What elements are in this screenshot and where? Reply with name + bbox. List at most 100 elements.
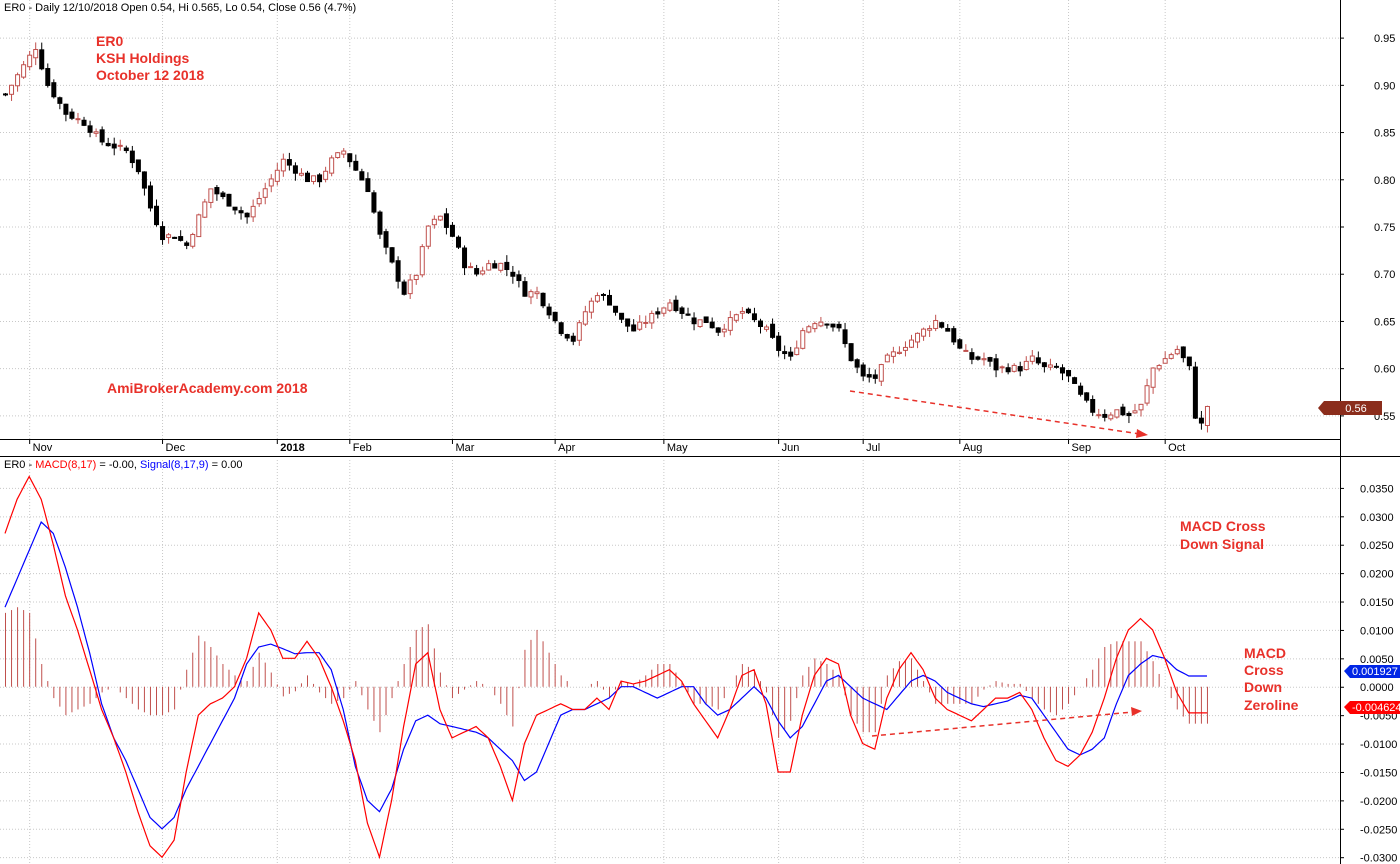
candlestick bbox=[534, 286, 540, 299]
x-tick-label: Mar bbox=[455, 442, 474, 454]
candle-body bbox=[184, 242, 190, 246]
candle-body bbox=[1066, 370, 1072, 377]
candle-body bbox=[516, 274, 522, 282]
candlestick bbox=[178, 230, 184, 242]
signal-legend-label: Signal(8,17,9) bbox=[140, 459, 209, 471]
candle-body bbox=[117, 144, 123, 147]
candle-body bbox=[745, 308, 751, 314]
candlestick bbox=[1120, 403, 1126, 417]
candle-body bbox=[667, 302, 673, 311]
candle-body bbox=[546, 306, 552, 316]
candle-body bbox=[751, 313, 757, 321]
candlestick bbox=[564, 333, 570, 342]
candlestick bbox=[1066, 370, 1072, 383]
candlestick bbox=[63, 103, 69, 122]
candle-body bbox=[105, 142, 111, 147]
candle-body bbox=[51, 82, 57, 98]
candle-body bbox=[45, 68, 51, 86]
x-tick-label: Jul bbox=[866, 442, 880, 454]
candle-body bbox=[685, 313, 691, 316]
signal-legend-value: = 0.00 bbox=[209, 459, 243, 471]
candlestick bbox=[1156, 364, 1162, 372]
candlestick bbox=[383, 228, 389, 255]
candle-body bbox=[1053, 365, 1059, 368]
candle-body bbox=[33, 49, 39, 59]
candle-body bbox=[836, 323, 842, 329]
candlestick bbox=[1060, 364, 1065, 381]
candle-body bbox=[1035, 357, 1041, 364]
price-y-tick-label: 0.70 bbox=[1374, 269, 1395, 281]
macd-y-tick-label: -0.0300 bbox=[1360, 853, 1397, 864]
candle-body bbox=[492, 263, 498, 269]
candle-body bbox=[896, 351, 902, 354]
candlestick bbox=[594, 292, 600, 303]
candlestick bbox=[806, 324, 812, 334]
macd-y-tick-label: -0.0150 bbox=[1360, 767, 1397, 779]
candlestick bbox=[1023, 356, 1029, 371]
candle-body bbox=[1102, 413, 1108, 418]
candlestick bbox=[347, 153, 353, 168]
candle-body bbox=[244, 212, 250, 218]
price-y-tick-label: 0.60 bbox=[1374, 364, 1395, 376]
candlestick bbox=[552, 311, 558, 324]
candlestick bbox=[528, 289, 534, 305]
candlestick bbox=[854, 358, 860, 374]
candlestick bbox=[588, 297, 594, 319]
cross-down-signal-annotation-line2: Down Signal bbox=[1180, 536, 1264, 552]
candlestick bbox=[721, 323, 727, 338]
candlestick bbox=[1192, 361, 1198, 420]
candle-body bbox=[63, 103, 69, 115]
candle-body bbox=[933, 320, 939, 329]
candlestick bbox=[896, 346, 902, 355]
x-tick-label: Oct bbox=[1168, 442, 1185, 454]
candle-body bbox=[202, 201, 208, 218]
candlestick bbox=[244, 212, 250, 224]
candlestick bbox=[890, 346, 896, 364]
candle-body bbox=[570, 335, 576, 342]
candlestick bbox=[866, 367, 872, 383]
candlestick bbox=[449, 222, 455, 237]
candlestick bbox=[395, 256, 401, 289]
candle-body bbox=[733, 314, 739, 321]
candlestick bbox=[389, 247, 395, 264]
candle-body bbox=[625, 318, 631, 327]
candle-body bbox=[643, 321, 649, 324]
candlestick bbox=[105, 137, 111, 147]
candle-body bbox=[262, 188, 268, 198]
candlestick bbox=[902, 341, 908, 357]
candle-body bbox=[256, 197, 262, 205]
candle-body bbox=[1029, 355, 1035, 362]
candle-body bbox=[613, 305, 619, 313]
candle-body bbox=[1132, 410, 1138, 414]
candlestick bbox=[39, 42, 45, 71]
macd-y-tick-label: 0.0000 bbox=[1360, 682, 1394, 694]
candle-body bbox=[389, 247, 395, 263]
candlestick bbox=[359, 168, 365, 181]
signal-line bbox=[4, 520, 1207, 830]
candle-body bbox=[552, 311, 558, 322]
candle-body bbox=[371, 192, 377, 213]
candlestick bbox=[661, 307, 667, 317]
macd-header-prefix: ER0 - bbox=[4, 459, 35, 471]
candlestick bbox=[625, 318, 631, 333]
candlestick bbox=[141, 171, 147, 196]
candle-body bbox=[1180, 346, 1186, 359]
candlestick bbox=[631, 319, 637, 332]
candlestick bbox=[800, 327, 806, 350]
candlestick bbox=[166, 232, 172, 244]
candle-body bbox=[1090, 399, 1096, 413]
candle-body bbox=[1204, 405, 1210, 426]
candlestick bbox=[872, 369, 878, 384]
candle-body bbox=[1174, 348, 1180, 355]
macd-y-tick-label: -0.0200 bbox=[1360, 796, 1397, 808]
candle-body bbox=[268, 178, 274, 187]
candlestick bbox=[1096, 408, 1102, 419]
candle-body bbox=[1047, 364, 1053, 368]
candle-body bbox=[111, 143, 117, 149]
candle-body bbox=[141, 171, 147, 189]
candle-body bbox=[15, 74, 21, 87]
price-divergence-arrow bbox=[849, 390, 1148, 438]
candle-body bbox=[190, 234, 196, 247]
candle-body bbox=[661, 307, 667, 314]
